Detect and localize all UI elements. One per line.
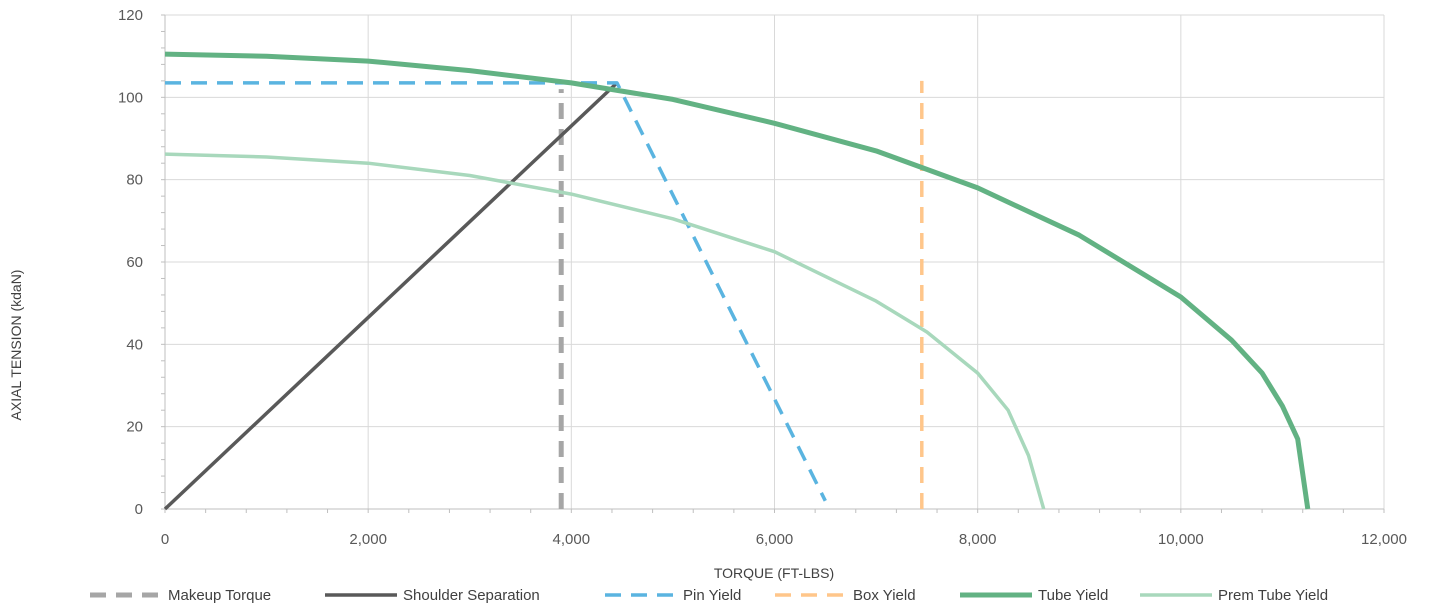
y-tick-label: 80: [126, 172, 143, 189]
series-line-pin-yield: [165, 81, 827, 502]
x-tick-label: 12,000: [1361, 531, 1407, 548]
x-tick-label: 0: [161, 531, 169, 548]
x-axis-title: TORQUE (FT-LBS): [714, 565, 834, 581]
legend-label-box-yield: Box Yield: [853, 587, 916, 604]
series-layer: [163, 51, 1311, 511]
series-line-shoulder-separation: [163, 81, 619, 511]
y-tick-label: 120: [118, 7, 143, 24]
x-tick-label: 2,000: [349, 531, 387, 548]
legend: Makeup Torque Shoulder Separation Pin Yiel…: [90, 587, 1328, 604]
legend-label-prem-tube-yield: Prem Tube Yield: [1218, 587, 1328, 604]
legend-label-shoulder-separation: Shoulder Separation: [403, 587, 540, 604]
y-tick-label: 100: [118, 89, 143, 106]
y-axis-title: AXIAL TENSION (kdaN): [8, 270, 24, 421]
x-tick-label: 10,000: [1158, 531, 1204, 548]
tick-labels: 0 2,000 4,000 6,000 8,000 10,000 12,000 0 20 40 60…: [118, 7, 1407, 548]
x-tick-label: 8,000: [959, 531, 997, 548]
x-tick-label: 6,000: [756, 531, 794, 548]
y-tick-label: 20: [126, 419, 143, 436]
legend-label-tube-yield: Tube Yield: [1038, 587, 1108, 604]
series-line-tube-yield: [164, 51, 1311, 510]
axes: [161, 14, 1385, 513]
y-tick-label: 0: [135, 501, 143, 518]
x-tick-label: 4,000: [553, 531, 591, 548]
series-line-prem-tube-yield: [164, 152, 1046, 510]
legend-label-pin-yield: Pin Yield: [683, 587, 741, 604]
legend-label-makeup-torque: Makeup Torque: [168, 587, 271, 604]
y-tick-label: 60: [126, 254, 143, 271]
grid: [165, 14, 1385, 509]
y-tick-label: 40: [126, 336, 143, 353]
